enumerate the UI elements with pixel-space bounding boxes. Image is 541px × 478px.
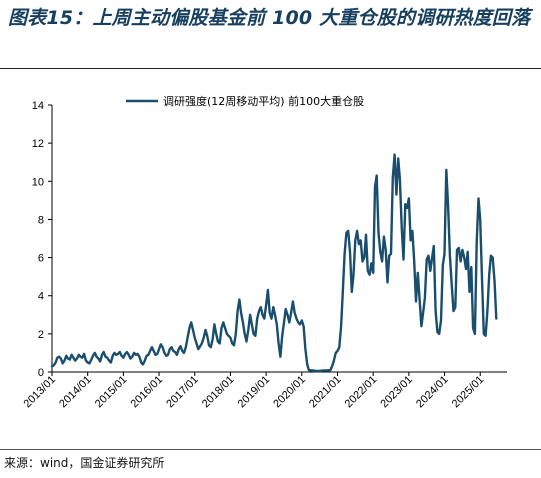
x-axis-labels: 2013/01 2014/01 2015/01 2016/01 2017/01 2018/… bbox=[22, 374, 487, 411]
x-tick-label: 2018/01 bbox=[200, 374, 237, 411]
bottom-divider bbox=[0, 449, 541, 450]
y-tick-label: 14 bbox=[32, 100, 44, 112]
y-tick-label: 10 bbox=[32, 176, 44, 188]
top-divider bbox=[0, 68, 541, 69]
x-tick-label: 2025/01 bbox=[450, 374, 487, 411]
source-note: 来源：wind，国金证券研究所 bbox=[4, 456, 165, 470]
x-tick-label: 2015/01 bbox=[93, 374, 130, 411]
x-tick-label: 2024/01 bbox=[414, 374, 451, 411]
x-tick-label: 2014/01 bbox=[57, 374, 94, 411]
x-tick-label: 2023/01 bbox=[378, 374, 415, 411]
plot-area bbox=[50, 153, 498, 373]
y-axis-labels: 0 2 4 6 8 10 12 14 bbox=[32, 100, 44, 379]
legend: 调研强度(12周移动平均) 前100大重仓股 bbox=[126, 94, 364, 108]
legend-label: 调研强度(12周移动平均) 前100大重仓股 bbox=[163, 94, 364, 108]
x-tick-label: 2013/01 bbox=[22, 374, 59, 411]
x-tick-label: 2022/01 bbox=[343, 374, 380, 411]
axes bbox=[48, 104, 507, 376]
x-tick-label: 2021/01 bbox=[307, 374, 344, 411]
y-tick-label: 6 bbox=[38, 253, 44, 265]
series-line bbox=[50, 153, 498, 373]
y-tick-label: 2 bbox=[38, 329, 44, 341]
y-tick-label: 0 bbox=[38, 367, 44, 379]
y-tick-label: 8 bbox=[38, 214, 44, 226]
x-tick-label: 2017/01 bbox=[164, 374, 201, 411]
chart-title: 图表15：上周主动偏股基金前 100 大重仓股的调研热度回落 bbox=[8, 7, 531, 29]
x-tick-label: 2019/01 bbox=[236, 374, 273, 411]
x-tick-label: 2016/01 bbox=[129, 374, 166, 411]
y-tick-label: 12 bbox=[32, 138, 44, 150]
x-tick-label: 2020/01 bbox=[271, 374, 308, 411]
y-tick-label: 4 bbox=[38, 291, 44, 303]
